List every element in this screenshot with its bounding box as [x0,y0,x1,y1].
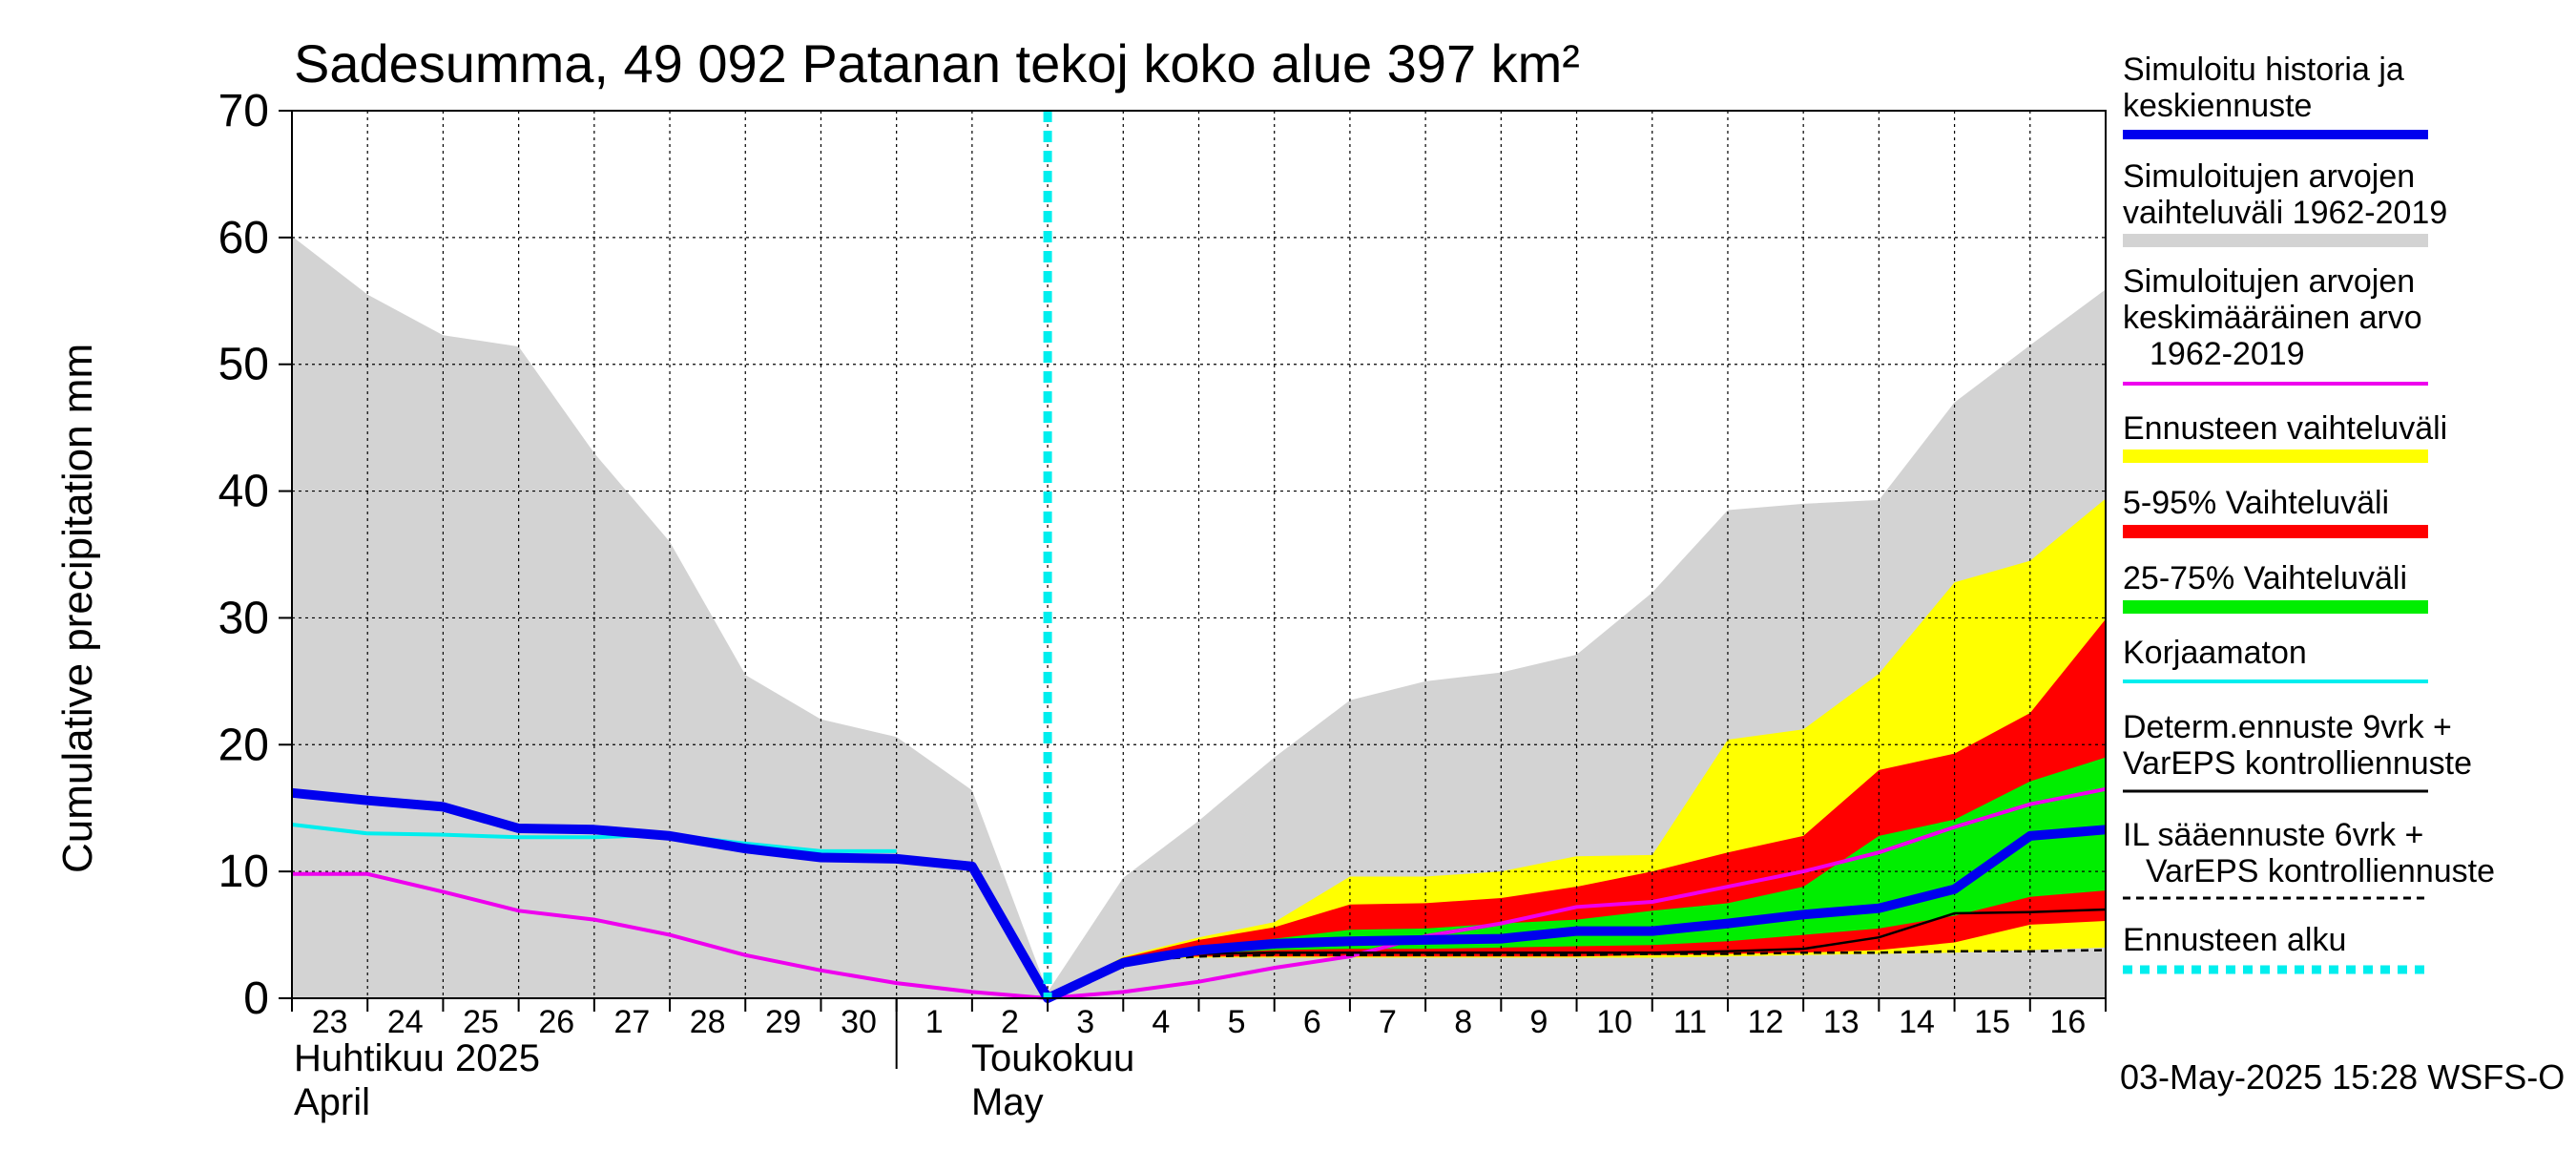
series-line-sim-history [291,787,2107,1003]
x-tick-label: 14 [1899,1004,1935,1040]
legend-label: Determ.ennuste 9vrk + [2123,709,2452,745]
x-tick-label: 27 [614,1004,651,1040]
series-line-sim-mean [292,786,2107,1001]
legend-label: vaihteluväli 1962-2019 [2123,195,2447,231]
series-line-layer [291,111,2107,1003]
x-tick-label: 6 [1303,1004,1321,1040]
series-line-determ [1047,908,2107,1000]
legend-label: VarEPS kontrolliennuste [2123,745,2472,782]
x-tick-label: 7 [1379,1004,1397,1040]
month-label-april-fi: Huhtikuu 2025 [294,1037,540,1079]
x-tick-label: 23 [312,1004,348,1040]
legend-label: IL sääennuste 6vrk + [2123,817,2423,853]
legend-label: keskiennuste [2123,88,2312,124]
y-tick-label: 10 [218,847,269,897]
x-tick-label: 25 [463,1004,499,1040]
y-tick-label: 60 [218,213,269,263]
x-tick-label: 13 [1823,1004,1859,1040]
y-tick-label: 40 [218,467,269,517]
legend-label: Simuloitujen arvojen [2123,158,2415,195]
x-tick-label: 5 [1228,1004,1246,1040]
legend-label: VarEPS kontrolliennuste [2146,853,2495,889]
x-tick-label: 16 [2049,1004,2086,1040]
x-tick-label: 2 [1001,1004,1019,1040]
y-axis-label: Cumulative precipitation mm [54,344,101,873]
x-tick-label: 8 [1454,1004,1472,1040]
x-tick-label: 12 [1748,1004,1784,1040]
chart-title: Sadesumma, 49 092 Patanan tekoj koko alu… [294,33,1580,94]
x-tick-label: 1 [925,1004,944,1040]
legend-label: Simuloitu historia ja [2123,52,2404,88]
x-tick-label: 11 [1673,1004,1707,1040]
y-tick-label: 20 [218,720,269,770]
x-tick-label: 28 [690,1004,726,1040]
x-tick-label: 29 [765,1004,801,1040]
legend-label: keskimääräinen arvo [2123,300,2422,336]
month-label-april-en: April [294,1081,370,1123]
legend-label: Simuloitujen arvojen [2123,263,2415,300]
legend-label: Ennusteen alku [2123,922,2346,958]
legend-label: 1962-2019 [2150,336,2305,372]
x-tick-label: 10 [1596,1004,1632,1040]
x-tick-label: 24 [387,1004,424,1040]
x-tick-label: 9 [1529,1004,1548,1040]
y-tick-label: 70 [218,86,269,136]
x-tick-label: 3 [1076,1004,1094,1040]
legend-label: Ennusteen vaihteluväli [2123,410,2447,447]
x-tick-label: 30 [841,1004,877,1040]
legend-label: Korjaamaton [2123,635,2307,671]
month-label-may-fi: Toukokuu [971,1037,1134,1079]
timestamp-label: 03-May-2025 15:28 WSFS-O [2120,1057,2566,1097]
x-tick-label: 26 [538,1004,574,1040]
month-label-may-en: May [971,1081,1044,1123]
y-tick-label: 0 [243,973,269,1024]
series-line-uncorrected [291,823,897,853]
legend-label: 5-95% Vaihteluväli [2123,485,2389,521]
series-line-il-forecast [1047,949,2107,1000]
x-tick-label: 4 [1152,1004,1170,1040]
y-tick-label: 50 [218,340,269,390]
band-layer [292,236,2106,998]
legend-label: 25-75% Vaihteluväli [2123,560,2407,596]
x-tick-label: 15 [1974,1004,2010,1040]
y-tick-label: 30 [218,593,269,643]
